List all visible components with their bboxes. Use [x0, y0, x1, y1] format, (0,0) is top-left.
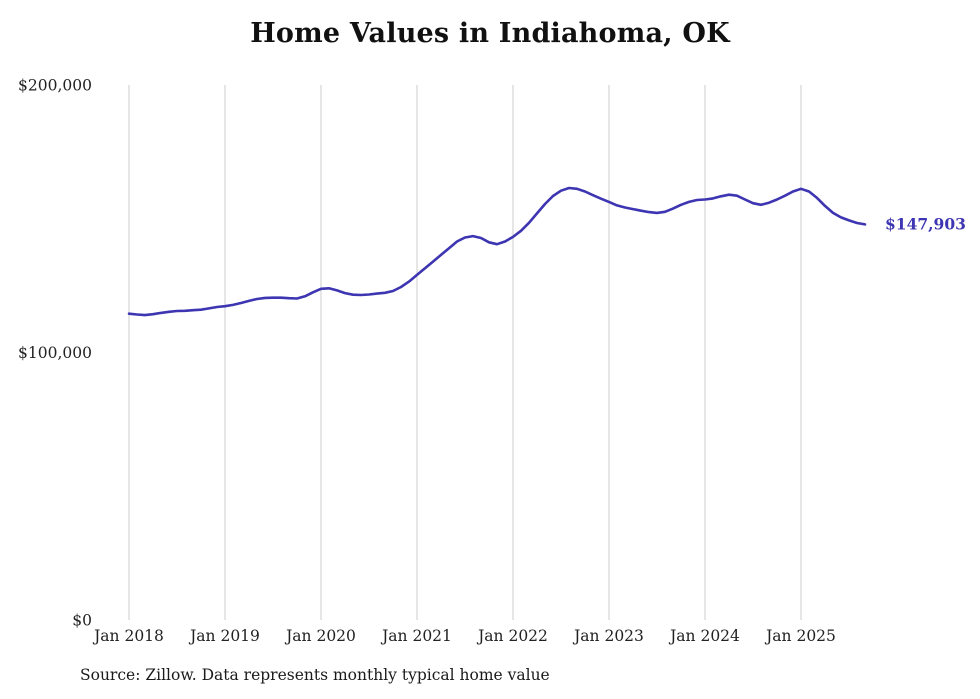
- x-tick-label: Jan 2019: [188, 627, 260, 645]
- x-tick-label: Jan 2022: [476, 627, 548, 645]
- x-tick-label: Jan 2020: [284, 627, 356, 645]
- gridlines: [128, 85, 802, 620]
- y-axis-tick-labels: $0 $100,000 $200,000: [18, 77, 92, 630]
- x-axis-tick-labels: Jan 2018 Jan 2019 Jan 2020 Jan 2021 Jan 2022…: [92, 627, 836, 645]
- chart-title: Home Values in Indiahoma, OK: [250, 18, 730, 49]
- end-value-label: $147,903: [885, 214, 966, 233]
- y-tick-label: $0: [72, 612, 92, 630]
- x-tick-label: Jan 2018: [92, 627, 164, 645]
- x-tick-label: Jan 2021: [380, 627, 452, 645]
- source-note: Source: Zillow. Data represents monthly …: [80, 666, 550, 684]
- x-tick-label: Jan 2024: [668, 627, 740, 645]
- x-tick-label: Jan 2023: [572, 627, 644, 645]
- y-tick-label: $100,000: [18, 344, 92, 362]
- x-tick-label: Jan 2025: [764, 627, 836, 645]
- home-value-line: [127, 186, 867, 317]
- y-tick-label: $200,000: [18, 77, 92, 95]
